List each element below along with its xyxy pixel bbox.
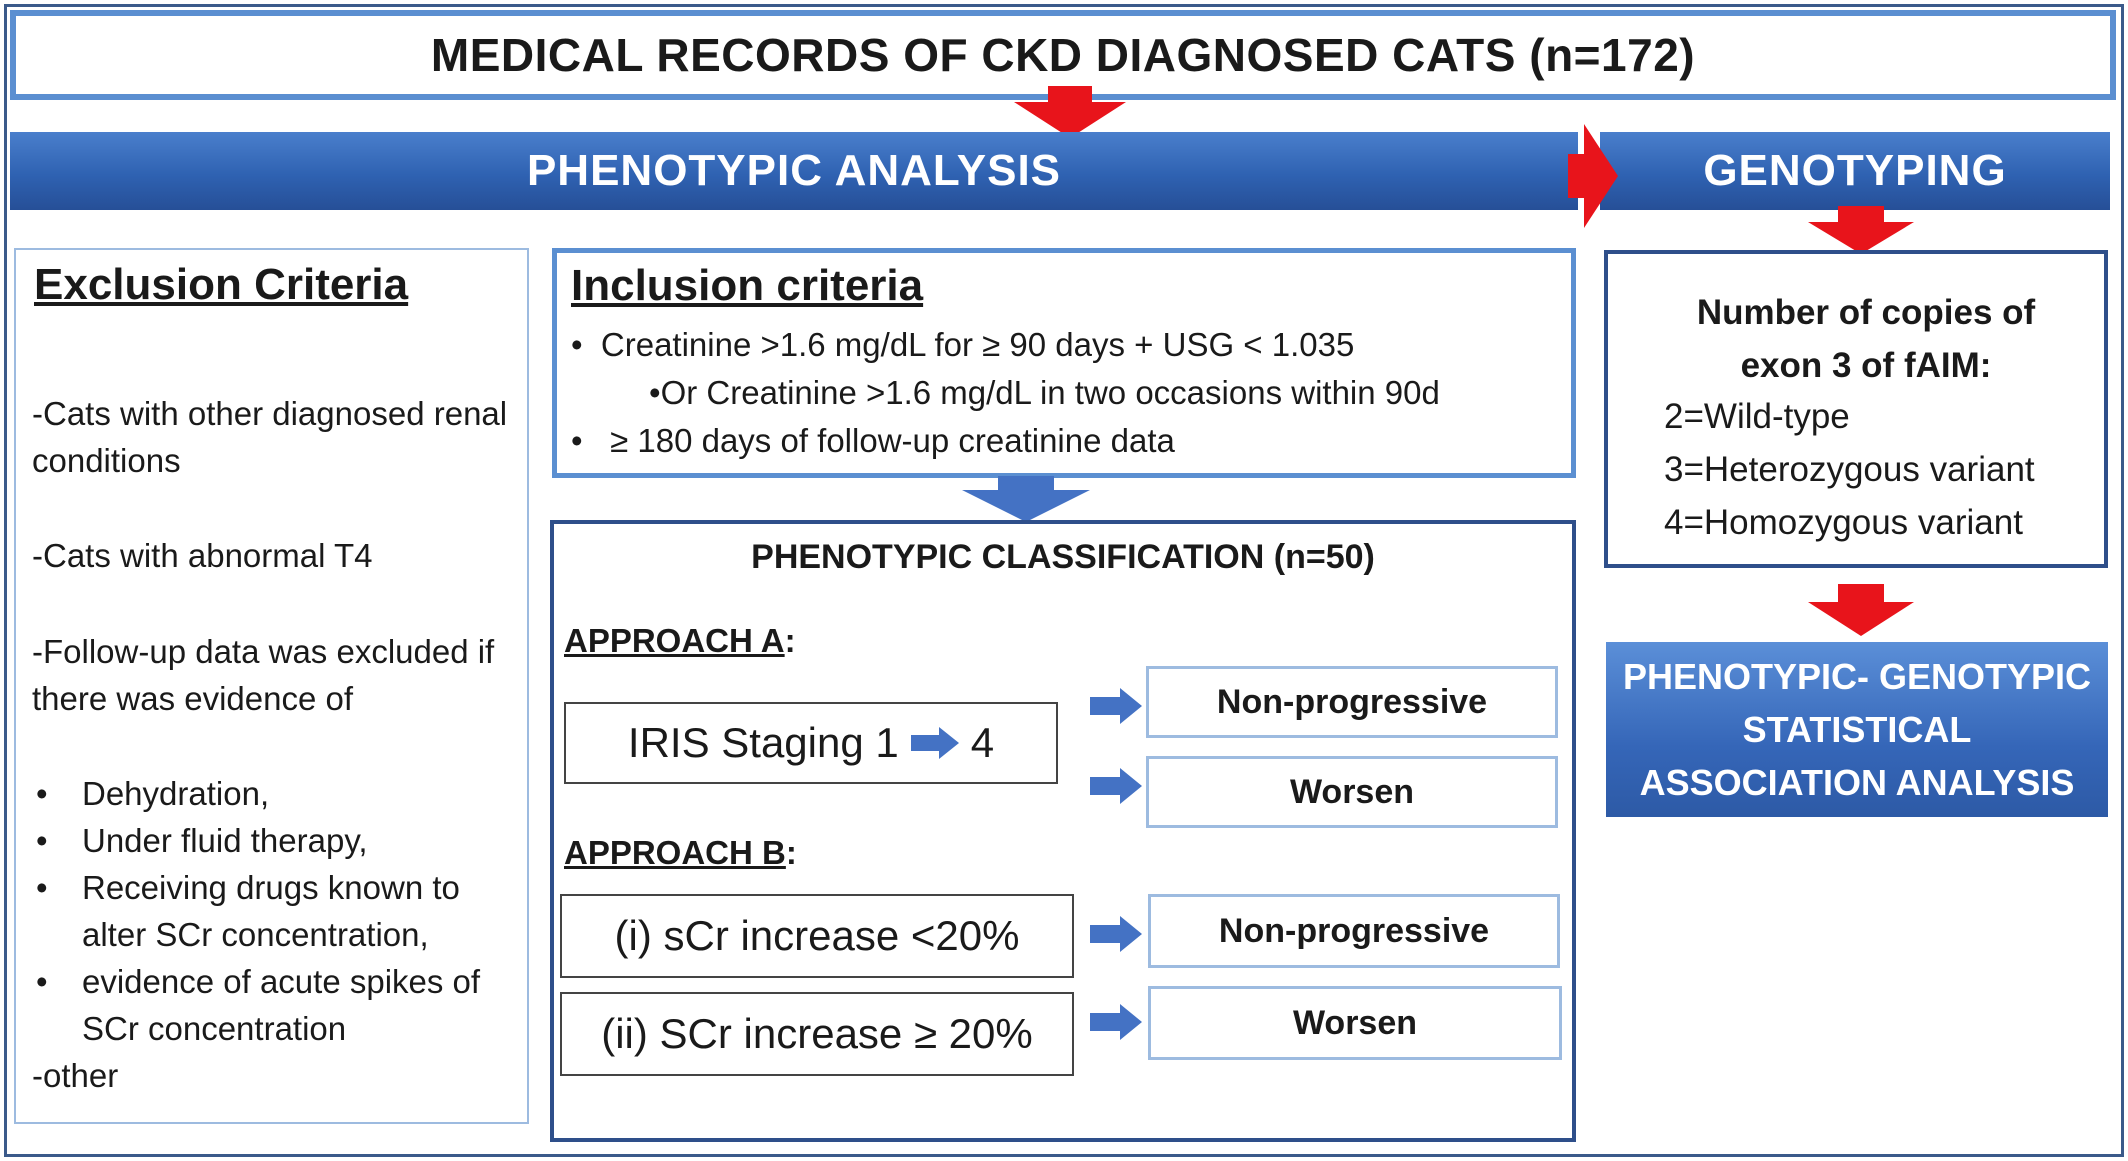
arrow-right-icon <box>1090 916 1142 952</box>
association-line-3: ASSOCIATION ANALYSIS <box>1639 762 2075 803</box>
bullet-dot: • <box>571 422 583 459</box>
outcome-a-worsen: Worsen <box>1146 756 1558 828</box>
exclusion-item-renal: -Cats with other diagnosed renal conditi… <box>32 395 508 479</box>
outcome-b-nonprogressive: Non-progressive <box>1148 894 1560 968</box>
exclusion-heading: Exclusion Criteria <box>34 260 409 309</box>
inclusion-line-1-text: Creatinine >1.6 mg/dL for ≥ 90 days + US… <box>600 326 1355 363</box>
association-analysis-box: PHENOTYPIC- GENOTYPIC STATISTICAL ASSOCI… <box>1606 642 2108 817</box>
genotyping-heading-line-1: Number of copies of <box>1696 293 2036 332</box>
genotyping-heading-line-2: exon 3 of fAIM: <box>1740 346 1992 385</box>
genotyping-heading: Number of copies of exon 3 of fAIM: <box>1608 286 2104 392</box>
approach-b-label: APPROACH B: <box>564 834 797 871</box>
exclusion-item-followup: -Follow-up data was excluded if there wa… <box>32 633 495 717</box>
exclusion-item-other: -other <box>32 1057 119 1094</box>
exclusion-criteria-box: Exclusion Criteria -Cats with other diag… <box>14 248 529 1124</box>
inclusion-line-2: •Or Creatinine >1.6 mg/dL in two occasio… <box>649 373 1440 413</box>
criterion-b-increase-over-20: (ii) SCr increase ≥ 20% <box>560 992 1074 1076</box>
genotyping-banner: GENOTYPING <box>1600 132 2110 210</box>
phenotypic-classification-box: PHENOTYPIC CLASSIFICATION (n=50) APPROAC… <box>550 520 1576 1142</box>
iris-staging-text: IRIS Staging 1 <box>627 719 899 766</box>
bullet-dot: • <box>571 326 583 363</box>
arrow-down-title-icon <box>1014 86 1126 138</box>
arrow-right-staging-icon <box>910 727 959 759</box>
genotype-item: 3=Heterozygous variant <box>1664 450 2035 489</box>
inclusion-line-2-text: Or Creatinine >1.6 mg/dL in two occasion… <box>660 374 1440 411</box>
inclusion-line-3-text: ≥ 180 days of follow-up creatinine data <box>610 422 1175 459</box>
outcome-a-nonprogressive: Non-progressive <box>1146 666 1558 738</box>
exclusion-bullet: Receiving drugs known to alter SCr conce… <box>32 864 512 958</box>
main-title: MEDICAL RECORDS OF CKD DIAGNOSED CATS (n… <box>10 10 2116 100</box>
inclusion-line-3: • ≥ 180 days of follow-up creatinine dat… <box>571 421 1175 461</box>
bullet-dot: • <box>649 374 661 411</box>
outcome-b-worsen: Worsen <box>1148 986 1562 1060</box>
genotyping-box: Number of copies of exon 3 of fAIM: 2=Wi… <box>1604 250 2108 568</box>
genotype-item: 2=Wild-type <box>1664 397 1850 436</box>
association-line-2: STATISTICAL <box>1742 709 1972 750</box>
exclusion-bullet: Dehydration, <box>32 770 512 817</box>
approach-a-label: APPROACH A: <box>564 622 796 659</box>
arrow-down-classification-icon <box>962 476 1090 522</box>
arrow-right-icon <box>1090 768 1142 804</box>
iris-staging-box: IRIS Staging 1 4 <box>564 702 1058 784</box>
inclusion-criteria-box: Inclusion criteria • Creatinine >1.6 mg/… <box>552 248 1576 478</box>
arrow-right-genotyping-icon <box>1568 124 1618 228</box>
phenotypic-analysis-banner: PHENOTYPIC ANALYSIS <box>10 132 1578 210</box>
exclusion-bullet: Under fluid therapy, <box>32 817 512 864</box>
iris-staging-end: 4 <box>970 719 995 766</box>
inclusion-line-1: • Creatinine >1.6 mg/dL for ≥ 90 days + … <box>571 325 1354 365</box>
genotype-item: 4=Homozygous variant <box>1664 503 2023 542</box>
classification-heading: PHENOTYPIC CLASSIFICATION (n=50) <box>751 538 1375 576</box>
arrow-right-icon <box>1090 688 1142 724</box>
arrow-down-genotyping-icon <box>1808 206 1914 254</box>
arrow-down-association-icon <box>1808 584 1914 636</box>
inclusion-heading: Inclusion criteria <box>571 261 924 310</box>
exclusion-item-t4: -Cats with abnormal T4 <box>32 537 373 574</box>
exclusion-bullet: evidence of acute spikes of SCr concentr… <box>32 958 512 1052</box>
criterion-b-increase-under-20: (i) sCr increase <20% <box>560 894 1074 978</box>
exclusion-bullet-list: Dehydration, Under fluid therapy, Receiv… <box>32 770 512 1052</box>
association-line-1: PHENOTYPIC- GENOTYPIC <box>1622 656 2092 697</box>
arrow-right-icon <box>1090 1004 1142 1040</box>
